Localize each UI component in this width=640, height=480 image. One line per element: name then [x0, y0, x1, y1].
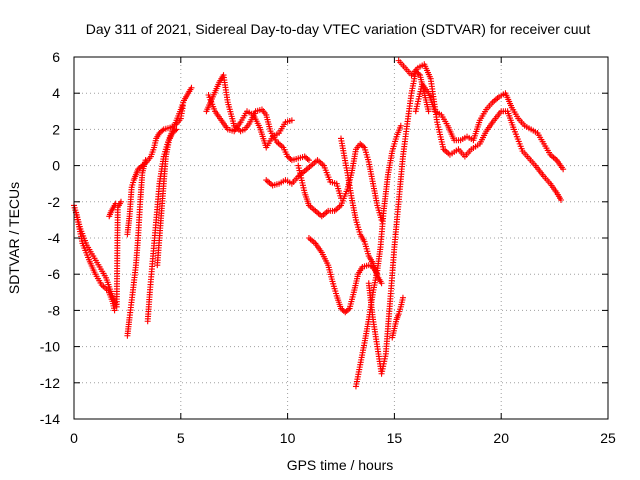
- x-axis-label: GPS time / hours: [287, 457, 394, 473]
- y-tick-label: -12: [40, 375, 60, 391]
- x-tick-label: 25: [600, 430, 616, 446]
- data-point: [425, 108, 432, 115]
- data-point: [305, 157, 312, 164]
- series-track-f: [144, 84, 195, 325]
- series-track-e: [124, 102, 186, 238]
- series-track-h: [203, 72, 312, 164]
- data-point: [378, 280, 385, 287]
- axis-ticks: [73, 56, 609, 420]
- data-point: [112, 200, 119, 207]
- data-point: [142, 160, 149, 167]
- series-track-k: [295, 140, 385, 223]
- series-track-p: [389, 294, 406, 341]
- y-tick-label: -10: [40, 339, 60, 355]
- data-point: [397, 122, 404, 129]
- data-point: [111, 307, 118, 314]
- x-tick-label: 20: [493, 430, 509, 446]
- data-point: [173, 126, 180, 133]
- series-track-j: [263, 157, 344, 202]
- y-tick-label: -4: [48, 230, 61, 246]
- data-point: [560, 166, 567, 173]
- data-point: [287, 155, 294, 162]
- y-tick-label: 6: [52, 49, 60, 65]
- x-tick-label: 10: [280, 430, 296, 446]
- x-tick-label: 0: [70, 430, 78, 446]
- y-tick-label: 0: [52, 158, 60, 174]
- y-tick-label: 2: [52, 121, 60, 137]
- series-track-d: [124, 157, 149, 339]
- data-point: [345, 306, 352, 313]
- data-point: [188, 84, 195, 91]
- series-track-m: [338, 135, 385, 287]
- series-track-i: [205, 92, 295, 151]
- y-tick-label: -14: [40, 411, 60, 427]
- chart-title: Day 311 of 2021, Sidereal Day-to-day VTE…: [86, 21, 591, 37]
- data-point: [117, 198, 124, 205]
- data-point: [288, 117, 295, 124]
- data-point: [172, 127, 179, 134]
- data-point: [304, 155, 311, 162]
- data-point: [558, 196, 565, 203]
- grid-lines: [74, 57, 608, 419]
- series-track-o: [365, 68, 432, 377]
- y-tick-label: -6: [48, 266, 61, 282]
- data-point: [159, 127, 166, 134]
- data-point: [378, 216, 385, 223]
- y-tick-label: 4: [52, 85, 60, 101]
- series-track-r: [412, 81, 567, 173]
- data-points: [71, 57, 567, 390]
- data-point: [399, 294, 406, 301]
- x-tick-label: 5: [177, 430, 185, 446]
- y-tick-label: -2: [48, 194, 61, 210]
- series-track-g: [154, 126, 180, 269]
- y-axis-label: SDTVAR / TECUs: [6, 182, 22, 294]
- series-track-c: [106, 200, 119, 220]
- data-point: [415, 70, 422, 77]
- series-track-l: [305, 235, 381, 316]
- series-track-q: [395, 57, 565, 203]
- y-tick-labels: -14 -12 -10 -8 -6 -4 -2 0 2 4 6: [40, 49, 60, 427]
- x-tick-label: 15: [387, 430, 403, 446]
- data-point: [360, 143, 367, 150]
- series-track-b: [73, 209, 118, 314]
- y-tick-label: -8: [48, 302, 61, 318]
- x-tick-labels: 0 5 10 15 20 25: [70, 430, 616, 446]
